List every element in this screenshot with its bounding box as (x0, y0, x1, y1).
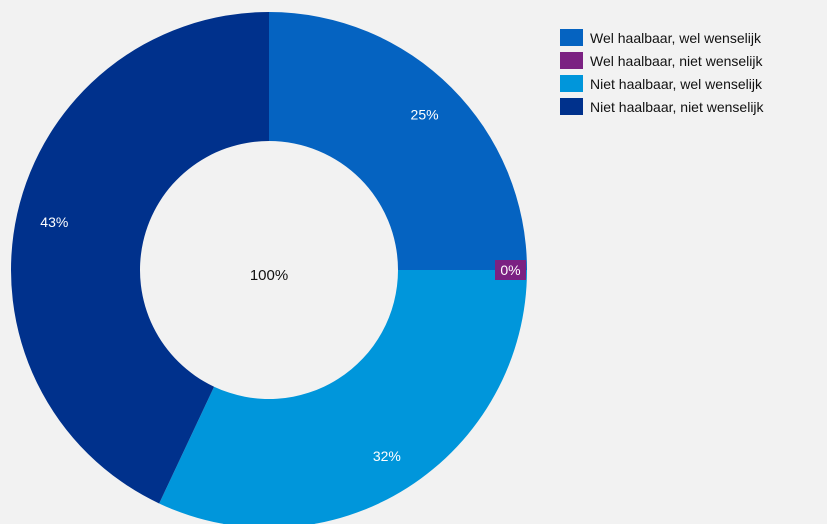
slice-label-wel-haalbaar-niet-wenselijk: 0% (500, 262, 520, 278)
legend-item-niet-haalbaar-wel-wenselijk: Niet haalbaar, wel wenselijk (560, 72, 764, 95)
legend-item-wel-haalbaar-niet-wenselijk: Wel haalbaar, niet wenselijk (560, 49, 764, 72)
legend-swatch (560, 29, 583, 46)
legend-swatch (560, 98, 583, 115)
legend-swatch (560, 75, 583, 92)
legend-label: Niet haalbaar, wel wenselijk (590, 75, 762, 92)
center-total-label: 100% (250, 267, 288, 284)
legend-label: Wel haalbaar, niet wenselijk (590, 52, 763, 69)
slice-wel-haalbaar-wel-wenselijk (269, 12, 527, 270)
legend-item-niet-haalbaar-niet-wenselijk: Niet haalbaar, niet wenselijk (560, 95, 764, 118)
slice-labels: 25% 0% 32% 43% (40, 106, 526, 464)
slice-label-niet-haalbaar-wel-wenselijk: 32% (373, 448, 401, 464)
legend: Wel haalbaar, wel wenselijk Wel haalbaar… (560, 26, 764, 118)
slice-label-niet-haalbaar-niet-wenselijk: 43% (40, 214, 68, 230)
legend-label: Wel haalbaar, wel wenselijk (590, 29, 761, 46)
slice-niet-haalbaar-niet-wenselijk (11, 12, 269, 504)
slice-niet-haalbaar-wel-wenselijk (159, 270, 527, 524)
legend-label: Niet haalbaar, niet wenselijk (590, 98, 764, 115)
slice-label-wel-haalbaar-wel-wenselijk: 25% (411, 106, 439, 122)
legend-swatch (560, 52, 583, 69)
slice-label-bg-wel-haalbaar-niet-wenselijk (495, 260, 526, 280)
slices (11, 12, 527, 524)
legend-item-wel-haalbaar-wel-wenselijk: Wel haalbaar, wel wenselijk (560, 26, 764, 49)
